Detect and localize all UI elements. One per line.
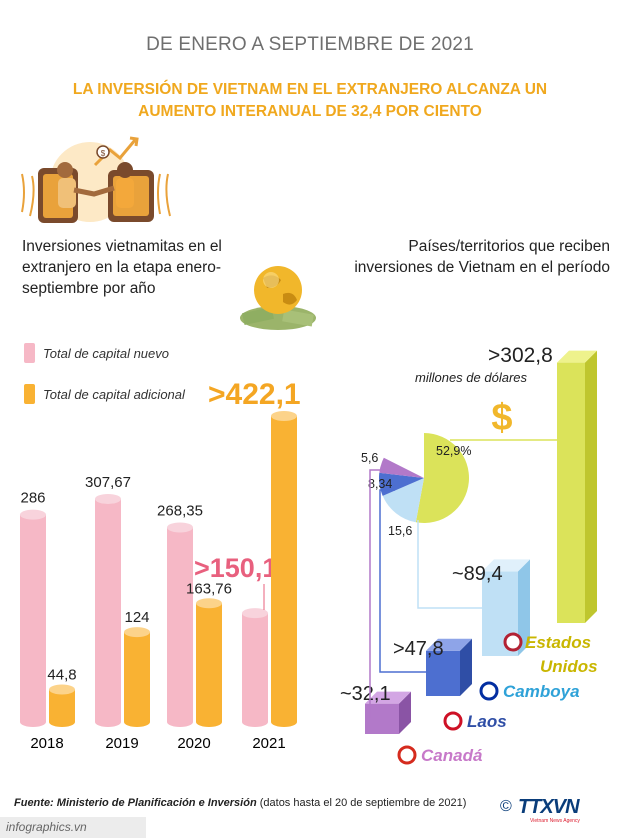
flag-icon-0 [503, 632, 523, 652]
bar-new-2019-cap [95, 493, 121, 504]
bar-new-2018 [20, 514, 46, 722]
bar-added-2018 [49, 689, 75, 722]
bar-added-2021 [271, 415, 297, 722]
bar-chart: 286 44,8 2018 307,67 124 2019 268,35 163,76 2020… [20, 410, 297, 752]
handshake-illustration: $ [21, 136, 171, 223]
pie-label-1: 15,6 [388, 524, 412, 538]
bar-new-2021-base [242, 717, 268, 727]
connector-3 [369, 469, 385, 718]
bar-added-2019 [124, 632, 150, 722]
country-label-4: Canadá [421, 746, 482, 765]
copyright-icon: © [500, 798, 512, 815]
label-added-2020: 163,76 [186, 580, 232, 597]
pie-label-0: 52,9% [436, 444, 471, 458]
bar-new-2019 [95, 498, 121, 722]
year-label-2020: 2020 [177, 735, 210, 752]
legend-added-label: Total de capital adicional [43, 387, 185, 402]
label-added-2018: 44,8 [47, 667, 76, 684]
country-label-3: Laos [467, 712, 507, 731]
bar-added-2019-base [124, 717, 150, 727]
connector-1 [417, 520, 485, 609]
bar-new-2020-base [167, 717, 193, 727]
column-0 [557, 362, 585, 623]
column-top-0 [557, 350, 597, 363]
bar-new-2020 [167, 527, 193, 722]
bar-added-2018-base [49, 717, 75, 727]
pie-slice-0 [415, 433, 470, 523]
pie-slice-3 [379, 457, 424, 478]
highlight-new-2021: >150,1 [194, 553, 278, 583]
flag-icon-3 [397, 745, 417, 765]
country-chart: 52,9% 15,6 8,34 5,6 >302,8 ~89,4 >47,8 ~32,1 $ Es… [340, 344, 598, 765]
year-label-2019: 2019 [105, 735, 138, 752]
flag-icon-2 [443, 711, 463, 731]
year-label-2018: 2018 [30, 735, 63, 752]
legend-new-label: Total de capital nuevo [43, 346, 170, 361]
bar-new-2020-cap [167, 522, 193, 533]
label-new-2019: 307,67 [85, 474, 131, 491]
site-label: infographics.vn [0, 817, 146, 838]
source-label: Fuente: Ministerio de Planificación e In… [14, 797, 257, 809]
headline: LA INVERSIÓN DE VIETNAM EN EL EXTRANJERO… [72, 81, 548, 120]
right-chart-title: Países/territorios que reciben inversion… [354, 238, 610, 276]
column-side-0 [585, 350, 597, 623]
country-label-2: Camboya [503, 682, 580, 701]
bar-added-2021-base [271, 717, 297, 727]
bar-added-2020 [196, 603, 222, 722]
bar-new-2018-base [20, 717, 46, 727]
globe-money-icon [240, 266, 316, 330]
column-label-2: >47,8 [393, 638, 444, 660]
column-top-1 [482, 559, 530, 572]
country-label-0: Estados [525, 633, 591, 652]
bar-new-2019-base [95, 717, 121, 727]
column-top-3 [365, 691, 411, 704]
column-side-3 [399, 691, 411, 734]
label-new-2018: 286 [20, 490, 45, 507]
label-added-2019: 124 [124, 609, 149, 626]
header-date: DE ENERO A SEPTIEMBRE DE 2021 [146, 34, 474, 55]
left-chart-title: Inversiones vietnamitas en el extranjero… [22, 238, 222, 297]
svg-text:$: $ [101, 149, 106, 158]
column-2 [426, 650, 460, 696]
pie-label-3: 5,6 [361, 451, 378, 465]
source-date: (datos hasta el 20 de septiembre de 2021… [259, 797, 467, 809]
legend-added-swatch [24, 384, 35, 404]
flag-icon-1 [479, 681, 499, 701]
column-label-3: ~32,1 [340, 683, 391, 705]
year-label-2021: 2021 [252, 735, 285, 752]
country-label-1: Unidos [540, 657, 598, 676]
column-label-0: >302,8 [488, 344, 553, 367]
unit-label: millones de dólares [415, 370, 528, 385]
legend-new-swatch [24, 343, 35, 363]
column-side-2 [460, 638, 472, 696]
source-note: Fuente: Ministerio de Planificación e In… [14, 797, 466, 809]
dollar-icon: $ [491, 397, 512, 439]
column-label-1: ~89,4 [452, 563, 503, 585]
bar-new-2018-cap [20, 509, 46, 520]
column-side-1 [518, 559, 530, 656]
pie-slice-1 [382, 478, 424, 523]
connector-2 [379, 489, 430, 673]
label-new-2020: 268,35 [157, 502, 203, 519]
bar-added-2020-base [196, 717, 222, 727]
highlight-total-2021: >422,1 [208, 378, 301, 411]
bar-added-2019-cap [124, 627, 150, 638]
bar-added-2020-cap [196, 598, 222, 609]
logo-subtitle: Vietnam News Agency [530, 818, 580, 824]
column-top-2 [426, 638, 472, 651]
bar-new-2021 [242, 613, 268, 722]
pie-label-2: 8,34 [368, 477, 392, 491]
ttxvn-logo: TTXVN [518, 796, 580, 818]
bar-added-2021-cap [271, 410, 297, 421]
bar-new-2021-cap [242, 608, 268, 619]
bar-added-2018-cap [49, 684, 75, 695]
